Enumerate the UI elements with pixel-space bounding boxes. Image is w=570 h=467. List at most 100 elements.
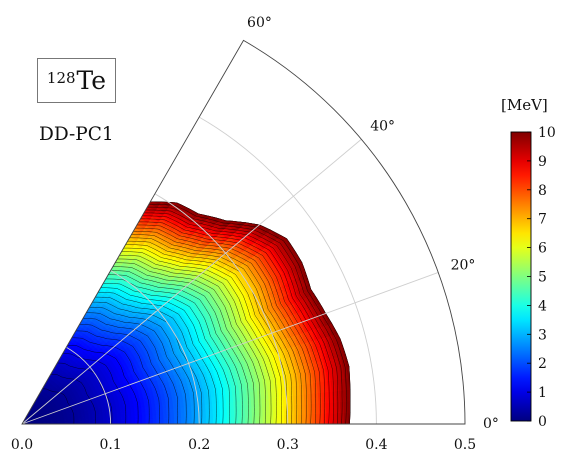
surface-cell bbox=[195, 417, 200, 424]
surface-cell bbox=[301, 413, 306, 424]
surface-cell bbox=[184, 417, 189, 424]
surface-cell bbox=[209, 417, 214, 424]
colorbar-unit-label: [MeV] bbox=[501, 96, 548, 114]
surface-cell bbox=[184, 201, 195, 207]
surface-cell bbox=[340, 412, 345, 424]
surface-cell bbox=[266, 415, 271, 424]
surface-cell bbox=[353, 389, 358, 401]
surface-cell bbox=[145, 414, 150, 420]
surface-cell bbox=[187, 411, 193, 419]
surface-cell bbox=[117, 420, 122, 424]
surface-cell bbox=[338, 319, 347, 333]
surface-cell bbox=[307, 257, 317, 270]
surface-cell bbox=[354, 365, 359, 377]
surface-cell bbox=[322, 413, 328, 424]
surface-cell bbox=[124, 416, 129, 421]
surface-cell bbox=[149, 419, 154, 424]
surface-cell bbox=[276, 414, 282, 424]
surface-cell bbox=[333, 412, 338, 424]
surface-cell bbox=[173, 412, 179, 419]
surface-cell bbox=[351, 401, 355, 413]
colorbar-tick-label: 10 bbox=[538, 125, 556, 141]
colorbar: 0 1 2 3 4 5 6 7 8 9 10 bbox=[510, 125, 556, 430]
surface-cell bbox=[202, 417, 207, 424]
surface-cell bbox=[166, 418, 172, 424]
surface-cell bbox=[135, 419, 140, 424]
energy-surface bbox=[22, 192, 362, 424]
surface-cell bbox=[159, 413, 164, 420]
surface-cell bbox=[216, 416, 221, 424]
surface-cell bbox=[273, 414, 278, 424]
surface-cell bbox=[351, 353, 357, 365]
colorbar-tick-label: 2 bbox=[538, 356, 547, 372]
surface-cell bbox=[124, 419, 129, 424]
surface-cell bbox=[341, 330, 350, 344]
surface-cell bbox=[355, 412, 359, 424]
surface-cell bbox=[127, 419, 133, 424]
colorbar-tick-label: 0 bbox=[538, 414, 547, 430]
surface-cell bbox=[138, 415, 143, 421]
surface-cell bbox=[344, 342, 351, 356]
surface-cell bbox=[193, 201, 205, 210]
surface-cell bbox=[106, 420, 111, 424]
surface-cell bbox=[170, 418, 175, 424]
surface-cell bbox=[165, 193, 175, 201]
surface-cell bbox=[141, 415, 147, 421]
surface-cell bbox=[117, 416, 122, 421]
surface-cell bbox=[348, 341, 351, 355]
colorbar-tick-label: 6 bbox=[538, 241, 547, 257]
surface-cell bbox=[170, 413, 175, 420]
surface-cell bbox=[213, 207, 225, 218]
surface-cell bbox=[248, 415, 253, 424]
colorbar-tick-label: 3 bbox=[538, 327, 547, 343]
surface-cell bbox=[358, 400, 362, 412]
gamma-tick-label: 20° bbox=[451, 258, 476, 274]
surface-cell bbox=[223, 416, 228, 424]
surface-cell bbox=[163, 413, 168, 420]
colorbar-tick-label: 4 bbox=[538, 298, 547, 314]
surface-cell bbox=[345, 329, 351, 343]
surface-cell bbox=[349, 365, 351, 378]
surface-cell bbox=[177, 192, 187, 200]
beta-tick-label: 0.5 bbox=[454, 437, 476, 453]
surface-cell bbox=[265, 216, 277, 229]
colorbar-tick-label: 5 bbox=[538, 270, 547, 286]
surface-cell bbox=[275, 222, 287, 235]
surface-cell bbox=[152, 414, 157, 420]
surface-cell bbox=[201, 206, 213, 217]
surface-cell bbox=[159, 418, 165, 424]
surface-cell bbox=[174, 201, 185, 204]
nucleus-label-box: 128 Te bbox=[37, 58, 116, 103]
surface-cell bbox=[131, 415, 136, 421]
surface-cell bbox=[237, 416, 243, 424]
surface-cell bbox=[113, 420, 118, 424]
surface-cell bbox=[191, 411, 196, 419]
surface-cell bbox=[347, 353, 351, 367]
beta-tick-labels: 0.0 0.1 0.2 0.3 0.4 0.5 bbox=[11, 437, 476, 453]
surface-cell bbox=[180, 412, 186, 419]
surface-cell bbox=[225, 209, 237, 221]
surface-cell bbox=[352, 377, 357, 389]
surface-cell bbox=[120, 420, 126, 424]
surface-cell bbox=[331, 309, 340, 323]
surface-cell bbox=[346, 400, 351, 413]
surface-cell bbox=[319, 289, 328, 303]
surface-cell bbox=[255, 415, 260, 424]
surface-cell bbox=[238, 211, 249, 223]
surface-cell bbox=[188, 417, 193, 424]
surface-cell bbox=[230, 416, 235, 424]
nucleus-symbol: Te bbox=[76, 66, 107, 95]
surface-cell bbox=[349, 388, 351, 402]
surface-cell bbox=[351, 412, 355, 424]
surface-cell bbox=[120, 416, 126, 421]
surface-cell bbox=[335, 320, 343, 334]
beta-tick-label: 0.3 bbox=[277, 437, 299, 453]
colorbar-tick-label: 9 bbox=[538, 154, 547, 170]
beta-tick-label: 0.1 bbox=[99, 437, 121, 453]
colorbar-tick-label: 8 bbox=[538, 183, 547, 199]
surface-cell bbox=[315, 413, 321, 424]
surface-cell bbox=[203, 203, 215, 214]
surface-cell bbox=[220, 416, 225, 424]
surface-cell bbox=[314, 279, 324, 292]
